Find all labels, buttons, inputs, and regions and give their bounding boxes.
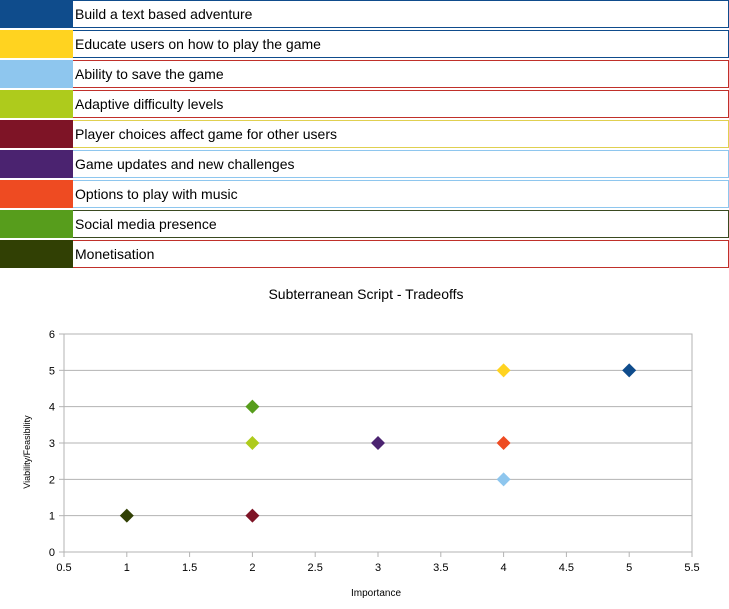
legend-item: Adaptive difficulty levels: [0, 90, 729, 120]
legend-label: Monetisation: [75, 246, 155, 262]
legend-border-bottom: [73, 147, 729, 148]
x-tick-label: 1: [124, 562, 130, 574]
legend-label: Adaptive difficulty levels: [75, 96, 224, 112]
legend-label: Social media presence: [75, 216, 217, 232]
legend-swatch: [0, 180, 73, 208]
legend-border-bottom: [73, 207, 729, 208]
legend-label: Ability to save the game: [75, 66, 224, 82]
data-point: [245, 399, 260, 414]
legend-border-top: [73, 210, 729, 211]
legend-item: Game updates and new challenges: [0, 150, 729, 180]
data-point: [496, 363, 511, 378]
legend-label: Player choices affect game for other use…: [75, 126, 337, 142]
x-tick-label: 3: [375, 562, 381, 574]
legend-border-top: [73, 0, 729, 1]
y-tick-label: 0: [49, 547, 55, 559]
data-point: [119, 508, 134, 523]
legend-border-bottom: [73, 87, 729, 88]
x-tick-label: 1.5: [182, 562, 197, 574]
x-tick-label: 5.5: [684, 562, 699, 574]
legend-label: Educate users on how to play the game: [75, 36, 321, 52]
legend-border-bottom: [73, 117, 729, 118]
legend-swatch: [0, 90, 73, 118]
legend-swatch: [0, 60, 73, 88]
data-point: [622, 363, 637, 378]
plot-area-border: [63, 333, 693, 553]
legend-border-top: [73, 120, 729, 121]
tick-labels: 0 1 2 3 4 5 6 0.5 1 1.5 2 2.5 3 3.5 4 4.5 5 5.5: [49, 329, 700, 574]
legend-swatch: [0, 0, 73, 28]
legend-item: Build a text based adventure: [0, 0, 729, 30]
legend-border-bottom: [73, 27, 729, 28]
x-tick-label: 2.5: [308, 562, 323, 574]
legend-item: Monetisation: [0, 240, 729, 270]
legend-border-top: [73, 150, 729, 151]
y-tick-label: 3: [49, 438, 55, 450]
legend-border-bottom: [73, 267, 729, 268]
legend-swatch: [0, 30, 73, 58]
x-tick-label: 4.5: [559, 562, 574, 574]
data-point: [245, 436, 260, 450]
legend-border-bottom: [73, 237, 729, 238]
data-point: [245, 508, 260, 523]
data-point: [371, 436, 385, 450]
legend-item: Ability to save the game: [0, 60, 729, 90]
legend-item: Social media presence: [0, 210, 729, 240]
legend-border-top: [73, 30, 729, 31]
legend-border-bottom: [73, 177, 729, 178]
axes: [59, 333, 693, 557]
x-axis-label: Importance: [351, 588, 401, 599]
y-tick-label: 2: [49, 474, 55, 486]
legend-swatch: [0, 210, 73, 238]
x-tick-label: 5: [626, 562, 632, 574]
legend-swatch: [0, 150, 73, 178]
y-tick-label: 5: [49, 365, 55, 377]
legend-border-top: [73, 90, 729, 91]
y-tick-label: 4: [49, 402, 55, 414]
legend-item: Options to play with music: [0, 180, 729, 210]
legend-swatch: [0, 240, 73, 268]
legend-item: Educate users on how to play the game: [0, 30, 729, 60]
scatter-chart: Subterranean Script - Tradeoffs Viabilit…: [22, 286, 700, 599]
data-points: [119, 363, 637, 523]
legend-label: Options to play with music: [75, 186, 238, 202]
legend-border-top: [73, 240, 729, 241]
legend-label: Game updates and new challenges: [75, 156, 295, 172]
legend-border-bottom: [73, 57, 729, 58]
legend-label: Build a text based adventure: [75, 6, 253, 22]
chart-title: Subterranean Script - Tradeoffs: [268, 286, 463, 302]
legend-swatch: [0, 120, 73, 148]
legend-border-top: [73, 60, 729, 61]
x-tick-label: 4: [501, 562, 507, 574]
data-point: [496, 436, 511, 450]
y-tick-label: 6: [49, 329, 55, 341]
x-tick-label: 3.5: [433, 562, 448, 574]
y-axis-label: Viability/Feasibility: [22, 415, 32, 489]
legend-item: Player choices affect game for other use…: [0, 120, 729, 150]
x-tick-label: 0.5: [56, 562, 71, 574]
legend-border-top: [73, 180, 729, 181]
data-point: [496, 472, 511, 487]
x-tick-label: 2: [249, 562, 255, 574]
y-tick-label: 1: [49, 511, 55, 523]
